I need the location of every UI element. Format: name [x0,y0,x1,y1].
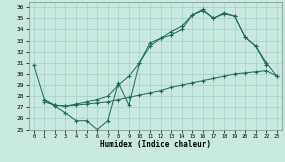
X-axis label: Humidex (Indice chaleur): Humidex (Indice chaleur) [100,140,211,149]
